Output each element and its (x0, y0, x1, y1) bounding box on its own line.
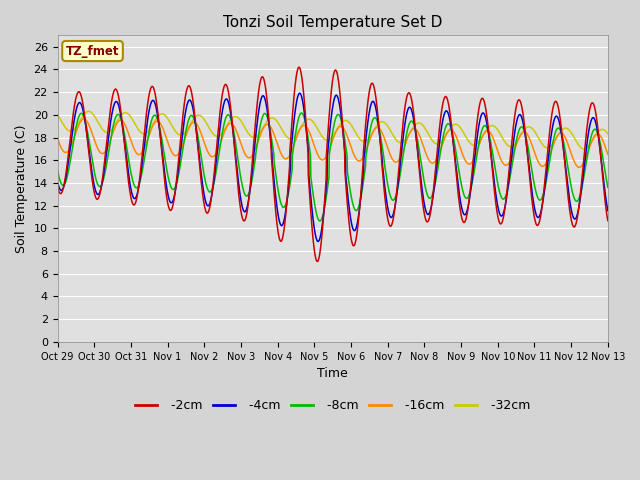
Title: Tonzi Soil Temperature Set D: Tonzi Soil Temperature Set D (223, 15, 442, 30)
-2cm (322, 183, 330, 189)
-16cm (321, 155, 329, 161)
-8cm (488, 143, 495, 149)
-8cm (589, 130, 596, 135)
-32cm (321, 137, 329, 143)
-8cm (307, 174, 315, 180)
-32cm (589, 138, 596, 144)
-2cm (488, 156, 495, 162)
-2cm (295, 64, 303, 70)
Y-axis label: Soil Temperature (C): Soil Temperature (C) (15, 124, 28, 253)
X-axis label: Time: Time (317, 367, 348, 380)
Line: -4cm: -4cm (58, 93, 608, 241)
-32cm (84, 108, 92, 114)
-16cm (80, 116, 88, 122)
-8cm (604, 184, 612, 190)
-8cm (316, 218, 324, 224)
-16cm (82, 117, 90, 123)
Line: -2cm: -2cm (58, 67, 608, 262)
-4cm (54, 179, 61, 185)
-8cm (54, 168, 61, 173)
-4cm (588, 116, 596, 121)
-16cm (487, 131, 495, 137)
-4cm (307, 194, 315, 200)
-16cm (575, 165, 583, 170)
-16cm (589, 137, 596, 143)
-8cm (322, 198, 330, 204)
Line: -32cm: -32cm (58, 111, 608, 149)
-8cm (298, 110, 305, 116)
-2cm (604, 218, 612, 224)
-16cm (604, 152, 612, 157)
-32cm (54, 112, 61, 118)
-32cm (604, 131, 612, 137)
-4cm (589, 115, 596, 121)
-32cm (307, 117, 315, 122)
-8cm (588, 131, 596, 136)
-32cm (82, 110, 90, 116)
-2cm (54, 184, 61, 190)
-8cm (82, 120, 90, 125)
-4cm (314, 239, 322, 244)
Line: -8cm: -8cm (58, 113, 608, 221)
-2cm (314, 259, 321, 264)
-2cm (307, 209, 315, 215)
-2cm (588, 100, 596, 106)
-2cm (82, 120, 90, 126)
-32cm (487, 123, 495, 129)
-4cm (296, 90, 303, 96)
Text: TZ_fmet: TZ_fmet (66, 45, 119, 58)
-32cm (580, 146, 588, 152)
Line: -16cm: -16cm (58, 119, 608, 168)
-4cm (322, 192, 330, 197)
-16cm (588, 138, 596, 144)
-4cm (604, 208, 612, 214)
-32cm (588, 138, 596, 144)
-4cm (488, 154, 495, 160)
Legend:  -2cm,  -4cm,  -8cm,  -16cm,  -32cm: -2cm, -4cm, -8cm, -16cm, -32cm (130, 394, 536, 417)
-16cm (307, 133, 315, 139)
-16cm (54, 135, 61, 141)
-4cm (82, 122, 90, 128)
-2cm (589, 100, 596, 106)
